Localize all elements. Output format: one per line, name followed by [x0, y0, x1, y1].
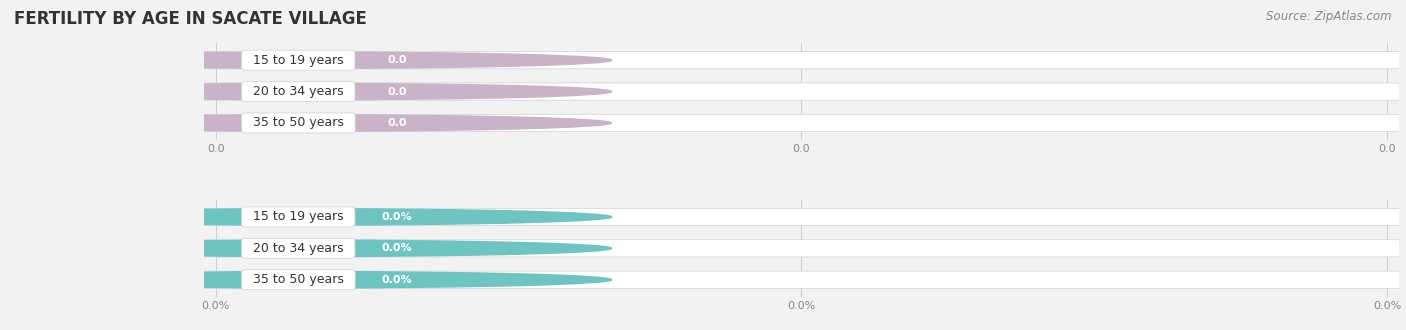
FancyBboxPatch shape: [198, 83, 1405, 100]
Text: 0.0%: 0.0%: [382, 212, 412, 222]
Text: 35 to 50 years: 35 to 50 years: [245, 116, 352, 129]
Text: 15 to 19 years: 15 to 19 years: [245, 211, 352, 223]
Circle shape: [3, 272, 612, 288]
Circle shape: [3, 52, 612, 68]
Text: 0.0%: 0.0%: [382, 275, 412, 285]
Text: 0.0: 0.0: [388, 118, 406, 128]
Text: 20 to 34 years: 20 to 34 years: [245, 242, 352, 255]
Text: 0.0: 0.0: [388, 86, 406, 97]
FancyBboxPatch shape: [198, 114, 1405, 132]
Circle shape: [3, 115, 612, 131]
Text: 35 to 50 years: 35 to 50 years: [245, 273, 352, 286]
Text: 20 to 34 years: 20 to 34 years: [245, 85, 352, 98]
Text: 0.0%: 0.0%: [382, 243, 412, 253]
FancyBboxPatch shape: [198, 240, 1405, 257]
Text: Source: ZipAtlas.com: Source: ZipAtlas.com: [1267, 10, 1392, 23]
Text: 15 to 19 years: 15 to 19 years: [245, 54, 352, 67]
FancyBboxPatch shape: [198, 208, 1405, 226]
Circle shape: [3, 240, 612, 256]
Text: 0.0: 0.0: [388, 55, 406, 65]
Circle shape: [3, 83, 612, 100]
Text: FERTILITY BY AGE IN SACATE VILLAGE: FERTILITY BY AGE IN SACATE VILLAGE: [14, 10, 367, 28]
FancyBboxPatch shape: [198, 271, 1405, 288]
FancyBboxPatch shape: [198, 51, 1405, 69]
Circle shape: [3, 209, 612, 225]
